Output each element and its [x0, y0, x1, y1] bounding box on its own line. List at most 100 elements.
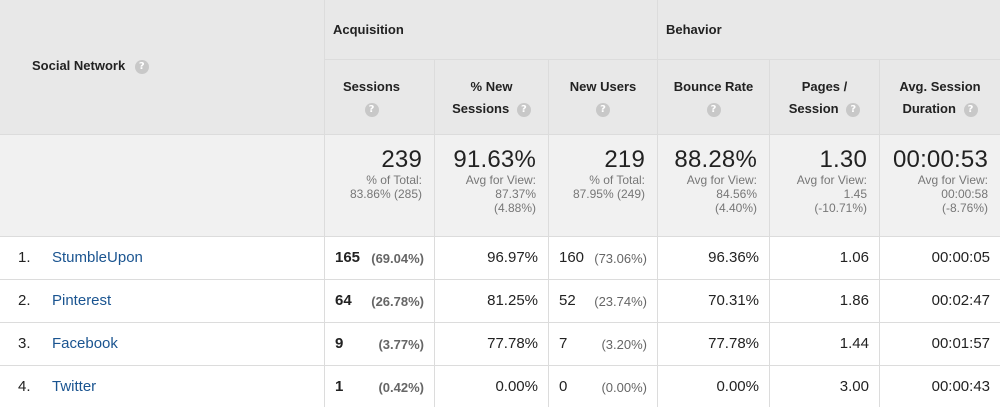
pct-new-sessions-value: 0.00% [495, 378, 538, 395]
table-row-cell: 7 (3.20%) [549, 323, 658, 366]
table-row-cell: 0.00% [435, 366, 549, 407]
social-network-header[interactable]: Social Network ? [0, 0, 325, 135]
social-network-link[interactable]: StumbleUpon [52, 249, 143, 266]
totals-sessions: 239 % of Total: 83.86% (285) [325, 135, 435, 237]
totals-avg-session-duration-sub2: 00:00:58 [941, 187, 988, 201]
totals-bounce-rate-value: 88.28% [674, 146, 757, 173]
totals-bounce-rate-sub3: (4.40%) [714, 201, 757, 215]
totals-pages-session-value: 1.30 [819, 146, 867, 173]
pages-session-header-line1: Pages / [801, 79, 848, 94]
avg-session-duration-value: 00:00:05 [931, 249, 990, 266]
sessions-percent: (26.78%) [371, 294, 424, 309]
pages-session-value: 1.06 [839, 249, 869, 266]
pages-session-value: 3.00 [839, 378, 869, 395]
pct-new-sessions-value: 96.97% [487, 249, 538, 266]
col-header-avg-session-duration[interactable]: Avg. Session Duration ? [880, 60, 1000, 135]
totals-pct-new-sessions-sub2: 87.37% [495, 187, 536, 201]
table-row-cell: 1.44 [770, 323, 880, 366]
table-row-cell: 96.97% [435, 237, 549, 280]
table-row-cell: 165 (69.04%) [325, 237, 435, 280]
pages-session-value: 1.86 [839, 292, 869, 309]
row-number: 3. [18, 335, 31, 352]
table-row-cell: 00:00:05 [880, 237, 1000, 280]
new-users-value: 160 [559, 249, 585, 266]
social-network-link[interactable]: Pinterest [52, 292, 112, 309]
sessions-value: 9 [335, 335, 344, 352]
sessions-percent: (0.42%) [378, 380, 424, 395]
table-row-cell: 3.00 [770, 366, 880, 407]
bounce-rate-value: 0.00% [716, 378, 759, 395]
totals-avg-session-duration-sub3: (-8.76%) [941, 201, 988, 215]
col-header-sessions[interactable]: Sessions ? ↓ [325, 60, 435, 135]
totals-pages-session-sub1: Avg for View: [796, 173, 867, 187]
totals-label-cell [0, 135, 325, 237]
sessions-value: 165 [335, 249, 361, 266]
col-header-bounce-rate[interactable]: Bounce Rate ? [658, 60, 770, 135]
help-icon[interactable]: ? [706, 102, 721, 117]
avg-session-duration-header-line2: Duration [902, 101, 956, 116]
bounce-rate-header-label: Bounce Rate [673, 79, 754, 94]
table-row-cell: 1.86 [770, 280, 880, 323]
help-icon[interactable]: ? [596, 102, 610, 117]
new-users-percent: (23.74%) [594, 294, 647, 309]
new-users-percent: (73.06%) [594, 251, 647, 266]
sessions-value: 64 [335, 292, 352, 309]
pct-new-sessions-header-line2: Sessions [452, 101, 510, 116]
table-row-cell: 77.78% [658, 323, 770, 366]
pages-session-value: 1.44 [839, 335, 869, 352]
table-row-cell: 1.06 [770, 237, 880, 280]
social-network-link[interactable]: Facebook [52, 335, 118, 352]
totals-avg-session-duration-sub1: Avg for View: [917, 173, 988, 187]
table-row-cell: 3. Facebook [0, 323, 325, 366]
new-users-value: 52 [559, 292, 576, 309]
new-users-value: 7 [559, 335, 568, 352]
social-network-header-text: Social Network ? [32, 58, 149, 74]
help-icon[interactable]: ? [134, 59, 149, 74]
help-icon[interactable]: ? [963, 102, 978, 117]
table-row-cell: 77.78% [435, 323, 549, 366]
table-row-cell: 2. Pinterest [0, 280, 325, 323]
new-users-percent: (0.00%) [601, 380, 647, 395]
totals-pct-new-sessions: 91.63% Avg for View: 87.37% (4.88%) [435, 135, 549, 237]
acquisition-group-header: Acquisition [325, 0, 658, 60]
table-row-cell: 00:00:43 [880, 366, 1000, 407]
totals-bounce-rate-sub2: 84.56% [716, 187, 757, 201]
table-row-cell: 1 (0.42%) [325, 366, 435, 407]
totals-bounce-rate: 88.28% Avg for View: 84.56% (4.40%) [658, 135, 770, 237]
help-icon[interactable]: ? [846, 102, 861, 117]
bounce-rate-value: 96.36% [708, 249, 759, 266]
totals-pages-session-sub2: 1.45 [843, 187, 867, 201]
table-row-cell: 9 (3.77%) [325, 323, 435, 366]
col-header-pages-session[interactable]: Pages / Session ? [770, 60, 880, 135]
help-icon[interactable]: ? [364, 102, 379, 117]
table-row-cell: 1. StumbleUpon [0, 237, 325, 280]
new-users-value: 0 [559, 378, 568, 395]
social-network-label: Social Network [32, 58, 126, 73]
totals-pct-new-sessions-value: 91.63% [453, 146, 536, 173]
table-row-cell: 70.31% [658, 280, 770, 323]
avg-session-duration-value: 00:01:57 [931, 335, 990, 352]
social-network-link[interactable]: Twitter [52, 378, 97, 395]
col-header-new-users[interactable]: New Users ? [549, 60, 658, 135]
sessions-percent: (69.04%) [371, 251, 424, 266]
pct-new-sessions-header-line1: % New [470, 79, 513, 94]
col-header-pct-new-sessions[interactable]: % New Sessions ? [435, 60, 549, 135]
bounce-rate-value: 70.31% [708, 292, 759, 309]
pct-new-sessions-value: 81.25% [487, 292, 538, 309]
row-number: 2. [18, 292, 31, 309]
table-row-cell: 96.36% [658, 237, 770, 280]
sessions-header-label: Sessions [342, 79, 401, 94]
pct-new-sessions-value: 77.78% [487, 335, 538, 352]
new-users-header-label: New Users [569, 79, 637, 94]
table-row-cell: 00:01:57 [880, 323, 1000, 366]
totals-sessions-value: 239 [381, 146, 422, 173]
totals-pct-new-sessions-sub3: (4.88%) [493, 201, 536, 215]
totals-new-users-sub1: % of Total: [589, 173, 645, 187]
totals-new-users-value: 219 [604, 146, 645, 173]
help-icon[interactable]: ? [516, 102, 531, 117]
totals-pages-session-sub3: (-10.71%) [814, 201, 867, 215]
avg-session-duration-value: 00:02:47 [931, 292, 990, 309]
row-number: 1. [18, 249, 31, 266]
totals-new-users: 219 % of Total: 87.95% (249) [549, 135, 658, 237]
